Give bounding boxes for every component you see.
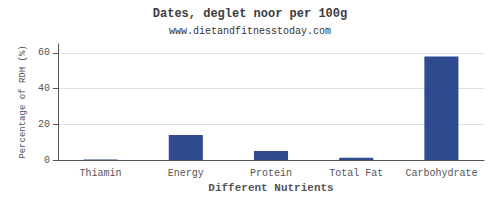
svg-text:40: 40 <box>38 83 50 94</box>
svg-text:Carbohydrate: Carbohydrate <box>405 168 477 179</box>
svg-text:20: 20 <box>38 119 50 130</box>
svg-text:Energy: Energy <box>168 168 204 179</box>
svg-text:Protein: Protein <box>250 168 292 179</box>
svg-text:Percentage of RDH (%): Percentage of RDH (%) <box>18 45 28 158</box>
svg-text:Different Nutrients: Different Nutrients <box>208 182 333 194</box>
svg-text:0: 0 <box>44 155 50 166</box>
svg-text:Total Fat: Total Fat <box>329 168 383 179</box>
svg-text:www.dietandfitnesstoday.com: www.dietandfitnesstoday.com <box>169 26 331 37</box>
svg-text:Dates, deglet noor per 100g: Dates, deglet noor per 100g <box>153 7 347 21</box>
svg-text:Thiamin: Thiamin <box>80 168 122 179</box>
svg-text:60: 60 <box>38 47 50 58</box>
